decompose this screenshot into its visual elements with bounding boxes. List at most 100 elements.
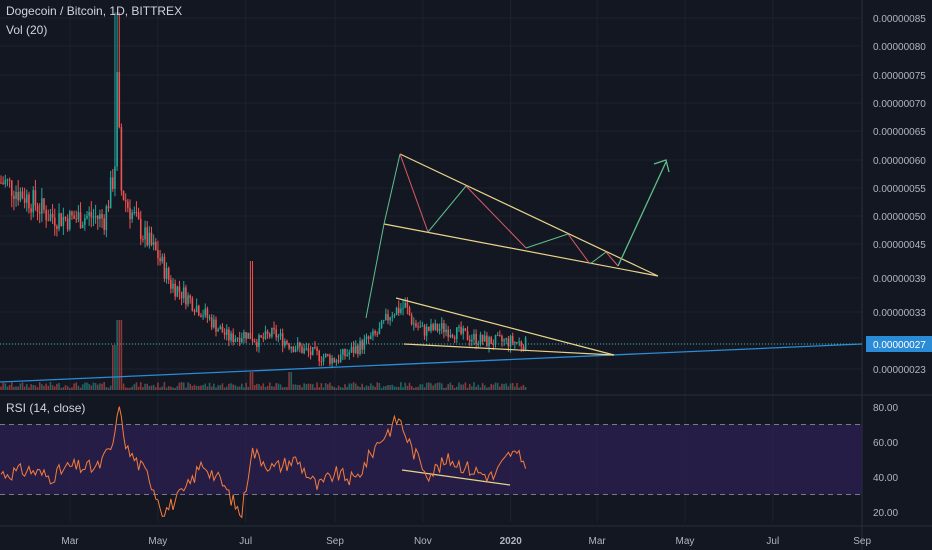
- candle-body: [56, 226, 58, 229]
- volume-bar: [198, 386, 200, 390]
- volume-bar: [139, 382, 142, 390]
- candle-body: [260, 335, 262, 338]
- volume-bar: [152, 384, 155, 390]
- volume-bar: [522, 384, 525, 390]
- candle-body: [462, 328, 465, 334]
- volume-bar: [69, 387, 71, 390]
- volume-bar: [511, 383, 514, 390]
- volume-bar: [406, 385, 409, 390]
- candle-body: [372, 331, 374, 336]
- candle-body: [286, 340, 288, 344]
- candle-body: [423, 325, 426, 336]
- candle-body: [146, 227, 148, 246]
- volume-bar: [200, 385, 202, 390]
- volume-bar: [314, 387, 316, 390]
- volume-bar: [271, 386, 273, 390]
- volume-bar: [453, 387, 456, 390]
- volume-bar: [109, 385, 112, 390]
- volume-bar: [342, 387, 344, 390]
- candle-body: [114, 166, 116, 189]
- price-tick-label: 0.00000023: [873, 365, 926, 376]
- candle-body: [133, 211, 136, 213]
- candle-body: [198, 305, 200, 316]
- candle-body: [359, 340, 361, 354]
- volume-bar: [38, 382, 41, 390]
- volume-bar: [137, 386, 140, 390]
- volume-bar: [385, 386, 387, 390]
- candle-body: [453, 337, 456, 339]
- volume-bar: [41, 384, 43, 390]
- volume-bar: [425, 382, 428, 390]
- candle-body: [4, 179, 7, 185]
- volume-bar: [178, 382, 181, 390]
- volume-bar: [133, 384, 136, 390]
- candle-body: [475, 333, 477, 345]
- candle-body: [350, 346, 353, 353]
- volume-bar: [256, 383, 258, 390]
- volume-bar: [496, 382, 499, 390]
- volume-bar: [148, 385, 151, 390]
- candle-body: [307, 348, 310, 352]
- candle-body: [234, 338, 237, 343]
- volume-bar: [75, 382, 78, 390]
- candle-body: [228, 329, 230, 341]
- volume-bar: [180, 382, 183, 390]
- volume-bar: [213, 383, 215, 390]
- candle-body: [473, 333, 475, 340]
- volume-bar: [417, 386, 419, 390]
- volume-bar: [275, 383, 277, 390]
- candle-body: [155, 242, 157, 250]
- volume-bar: [277, 383, 280, 390]
- candle-body: [488, 337, 490, 347]
- candle-body: [299, 342, 301, 347]
- volume-bar: [331, 385, 333, 390]
- candle-body: [406, 302, 409, 308]
- time-tick-label: May: [148, 536, 167, 547]
- candle-body: [238, 337, 241, 343]
- volume-bar: [127, 387, 129, 390]
- volume-bar: [296, 384, 299, 390]
- breakout-arrow-head: [653, 159, 670, 173]
- volume-bar: [361, 383, 363, 390]
- candle-body: [150, 232, 153, 245]
- candle-body: [49, 213, 52, 221]
- volume-bar: [475, 386, 477, 390]
- volume-bar: [380, 387, 383, 390]
- volume-bar: [247, 386, 250, 390]
- candle-body: [413, 323, 415, 325]
- candle-body: [165, 267, 168, 279]
- volume-bar: [376, 382, 379, 390]
- volume-bar: [208, 382, 211, 390]
- price-tick-label: 0.00000050: [873, 212, 926, 223]
- candle-body: [477, 343, 480, 345]
- candle-body: [103, 218, 105, 230]
- candle-body: [32, 190, 35, 213]
- candle-body: [314, 347, 316, 349]
- candle-body: [290, 346, 293, 349]
- volume-bar: [419, 384, 422, 390]
- candle-body: [253, 341, 256, 343]
- projection-leg-up-2: [525, 233, 569, 249]
- volume-bar: [436, 382, 439, 390]
- volume-bar: [387, 385, 389, 390]
- candle-body: [241, 338, 243, 343]
- candle-body: [395, 307, 398, 316]
- candle-body: [26, 194, 28, 203]
- candle-body: [64, 216, 67, 219]
- candle-body: [243, 332, 245, 339]
- candle-body: [501, 335, 503, 342]
- symbol-title: Dogecoin / Bitcoin, 1D, BITTREX: [6, 4, 183, 18]
- candle-body: [73, 215, 75, 219]
- candle-body: [264, 331, 267, 339]
- candle-body: [292, 346, 295, 352]
- candle-body: [127, 201, 129, 208]
- volume-bar: [19, 383, 22, 390]
- candle-body: [522, 346, 525, 351]
- projection-leg-down-4: [605, 251, 619, 267]
- candle-body: [408, 307, 411, 316]
- candle-body: [348, 352, 351, 355]
- candle-body: [208, 317, 211, 319]
- candle-body: [137, 212, 140, 219]
- candle-body: [245, 332, 247, 339]
